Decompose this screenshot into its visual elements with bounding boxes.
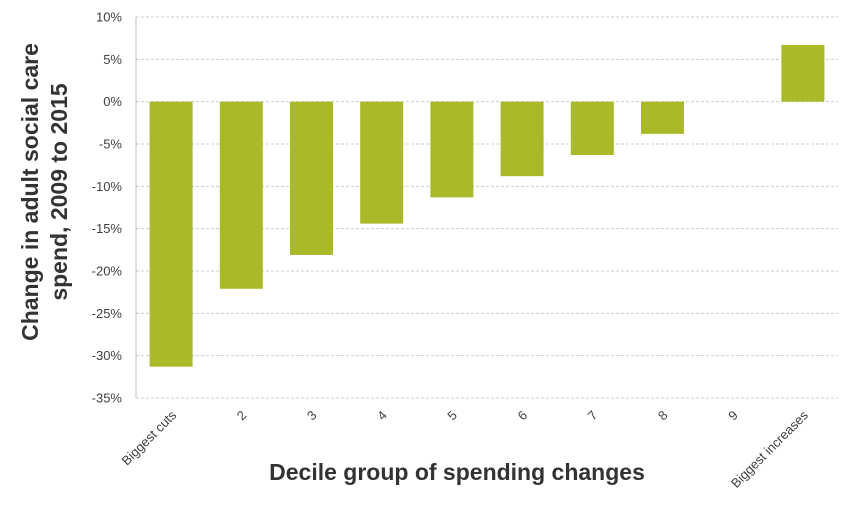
bar [500,101,544,177]
y-axis-title-line: spend, 2009 to 2015 [46,83,72,301]
x-tick-label: 3 [304,408,320,424]
y-tick-label: -20% [92,264,123,279]
y-axis-title-line: Change in adult social care [17,43,43,341]
y-tick-label: -30% [92,348,123,363]
x-tick-label: Biggest cuts [119,407,180,468]
bar [781,44,825,102]
x-tick-label: 6 [514,408,530,424]
x-tick-label: 2 [234,408,250,424]
y-tick-label: -10% [92,179,123,194]
bar [360,101,404,224]
x-tick-label: 4 [374,408,390,424]
y-tick-label: -5% [99,137,123,152]
y-tick-label: -15% [92,221,123,236]
x-tick-label: 7 [585,408,601,424]
bar [290,101,333,255]
y-tick-labels: 10% 5% 0% -5% -10% -15% -20% -25% -30% -35% [92,10,123,406]
x-tick-label: 8 [655,408,671,424]
y-axis-title: Change in adult social care spend, 2009 t… [17,43,72,341]
y-tick-label: 0% [103,94,122,109]
bars [149,44,825,367]
bar [149,101,193,367]
x-axis-title: Decile group of spending changes [269,459,645,485]
y-tick-label: -35% [92,391,123,406]
x-tick-label: Biggest increases [728,407,812,491]
y-tick-label: 5% [103,52,122,67]
bar [570,101,614,156]
x-tick-label: 9 [725,408,741,424]
y-tick-label: 10% [96,10,122,25]
bar [641,101,684,134]
y-tick-label: -25% [92,306,123,321]
bar [430,101,474,198]
x-tick-label: 5 [444,408,460,424]
bar [219,101,263,289]
